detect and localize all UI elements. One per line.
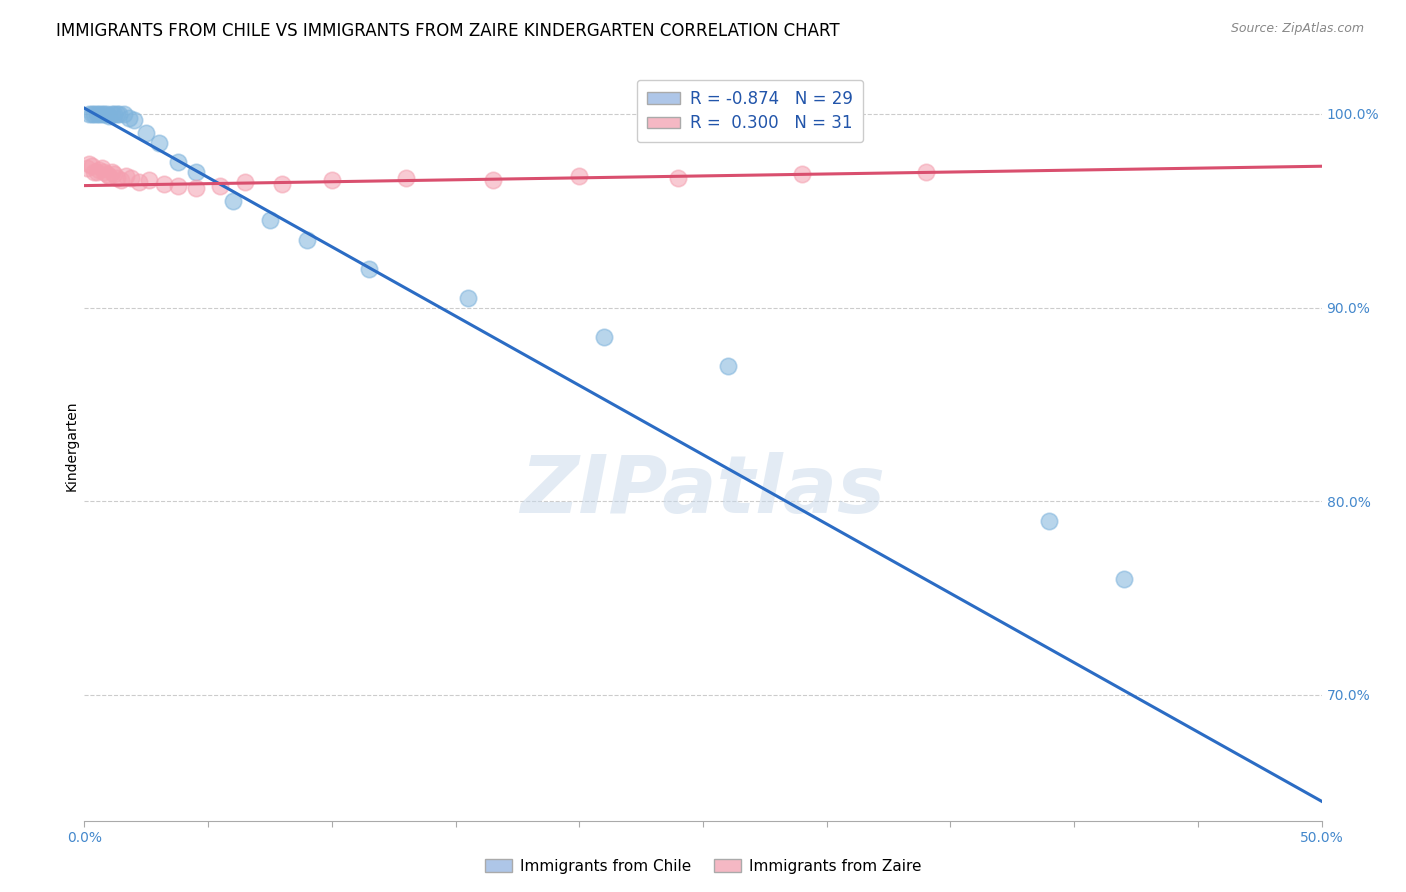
Point xyxy=(96,107,118,121)
Point xyxy=(233,175,256,189)
Point xyxy=(83,165,105,179)
Point xyxy=(90,107,112,121)
Point xyxy=(135,126,157,140)
Point xyxy=(105,107,128,121)
Point xyxy=(128,175,150,189)
Point xyxy=(457,291,479,305)
Point xyxy=(89,163,111,178)
Point xyxy=(89,107,111,121)
Point xyxy=(98,109,121,123)
Point xyxy=(138,173,160,187)
Point xyxy=(167,155,190,169)
Text: ZIPatlas: ZIPatlas xyxy=(520,452,886,530)
Point xyxy=(184,180,207,194)
Point xyxy=(103,107,125,121)
Legend: R = -0.874   N = 29, R =  0.300   N = 31: R = -0.874 N = 29, R = 0.300 N = 31 xyxy=(637,79,863,143)
Point xyxy=(118,111,141,125)
Point xyxy=(80,159,103,173)
Point xyxy=(79,157,101,171)
Point xyxy=(86,165,108,179)
Y-axis label: Kindergarten: Kindergarten xyxy=(65,401,79,491)
Point xyxy=(357,261,380,276)
Point xyxy=(98,169,121,183)
Point xyxy=(666,170,689,185)
Point xyxy=(259,213,281,227)
Point xyxy=(108,107,131,121)
Point xyxy=(593,329,616,343)
Point xyxy=(222,194,245,208)
Point xyxy=(184,165,207,179)
Point xyxy=(105,170,128,185)
Point xyxy=(321,173,343,187)
Point xyxy=(90,161,112,176)
Text: Source: ZipAtlas.com: Source: ZipAtlas.com xyxy=(1230,22,1364,36)
Point xyxy=(100,165,122,179)
Point xyxy=(110,173,132,187)
Legend: Immigrants from Chile, Immigrants from Zaire: Immigrants from Chile, Immigrants from Z… xyxy=(478,853,928,880)
Point xyxy=(717,359,740,373)
Point xyxy=(1038,514,1060,528)
Point xyxy=(295,233,318,247)
Point xyxy=(568,169,591,183)
Point xyxy=(93,107,115,121)
Point xyxy=(914,165,936,179)
Point xyxy=(481,173,503,187)
Point xyxy=(93,165,115,179)
Point xyxy=(395,170,418,185)
Text: IMMIGRANTS FROM CHILE VS IMMIGRANTS FROM ZAIRE KINDERGARTEN CORRELATION CHART: IMMIGRANTS FROM CHILE VS IMMIGRANTS FROM… xyxy=(56,22,839,40)
Point xyxy=(167,178,190,193)
Point xyxy=(76,161,98,176)
Point xyxy=(1112,572,1135,586)
Point xyxy=(115,169,138,183)
Point xyxy=(86,107,108,121)
Point xyxy=(209,178,232,193)
Point xyxy=(83,107,105,121)
Point xyxy=(120,170,142,185)
Point xyxy=(112,107,135,121)
Point xyxy=(79,107,101,121)
Point xyxy=(80,107,103,121)
Point xyxy=(100,107,122,121)
Point xyxy=(103,167,125,181)
Point xyxy=(790,167,813,181)
Point xyxy=(96,167,118,181)
Point xyxy=(148,136,170,150)
Point xyxy=(122,112,145,127)
Point xyxy=(152,177,174,191)
Point xyxy=(271,177,294,191)
